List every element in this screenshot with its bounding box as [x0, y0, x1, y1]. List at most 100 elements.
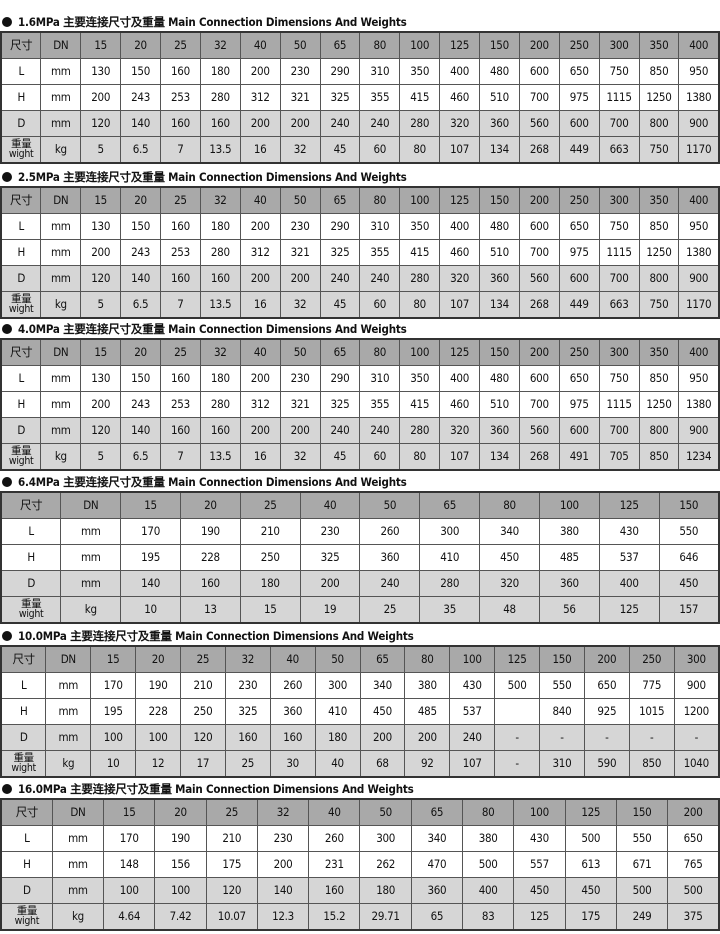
value-cell: 449: [558, 135, 600, 164]
value-cell: 950: [678, 57, 720, 85]
unit-cell: mm: [40, 83, 82, 111]
row-label: 重量: [16, 905, 38, 918]
header-cell: DN: [51, 798, 105, 826]
value-cell: -: [494, 723, 540, 751]
value-cell: 240: [319, 416, 361, 444]
row-label: 重量: [13, 752, 34, 765]
value-cell: 250: [180, 697, 226, 725]
value-cell: 280: [419, 569, 481, 597]
value-cell: 249: [615, 902, 669, 931]
value-cell: 45: [319, 135, 361, 164]
value-cell: 170: [90, 671, 137, 699]
dimensions-table: 尺寸 DN 15 20 25 32 40 50 65 80 100 125 150 200 250 300 35…: [0, 31, 720, 164]
unit-cell: mm: [40, 416, 82, 444]
table-section: 16.0MPa 主要连接尺寸及重量 Main Connection Dimens…: [0, 780, 720, 931]
value-cell: 1170: [678, 135, 720, 164]
value-cell: 280: [199, 83, 241, 111]
header-cell: 32: [224, 645, 271, 673]
value-cell: 32: [279, 442, 321, 471]
value-cell: 253: [160, 83, 201, 111]
row-label-cell: L: [0, 364, 42, 392]
value-cell: 560: [518, 109, 560, 137]
value-cell: 700: [598, 416, 640, 444]
value-cell: 243: [120, 83, 161, 111]
value-cell: 485: [404, 697, 451, 725]
unit-cell: mm: [51, 850, 105, 878]
value-cell: 80: [399, 442, 441, 471]
header-cell: 15: [90, 645, 137, 673]
unit-cell: mm: [45, 697, 92, 725]
value-cell: 650: [558, 364, 600, 392]
header-cell: DN: [40, 338, 82, 366]
value-cell: 240: [359, 109, 401, 137]
section-title-text: 16.0MPa 主要连接尺寸及重量 Main Connection Dimens…: [18, 782, 414, 796]
unit-cell: mm: [40, 364, 82, 392]
value-cell: 17: [180, 749, 226, 778]
dimensions-table: 尺寸 DN 15 20 25 32 40 50 65 80 100 125 150 200 250 300 35…: [0, 186, 720, 319]
value-cell: 312: [239, 390, 281, 418]
value-cell: 6.5: [120, 442, 161, 471]
value-cell: 243: [120, 390, 161, 418]
header-cell: 100: [399, 186, 441, 214]
value-cell: 310: [359, 57, 401, 85]
value-cell: 200: [359, 723, 406, 751]
value-cell: 550: [539, 671, 585, 699]
value-cell: 380: [404, 671, 451, 699]
header-cell: 20: [135, 645, 181, 673]
value-cell: 180: [199, 212, 241, 240]
value-cell: 180: [199, 57, 241, 85]
value-cell: 230: [279, 364, 321, 392]
value-cell: 850: [628, 749, 675, 778]
header-cell: 100: [399, 338, 441, 366]
header-cell: 32: [256, 798, 310, 826]
dimensions-table: 尺寸 DN 15 20 25 32 40 50 65 80 100 125 150 200 250 300 35…: [0, 338, 720, 471]
value-cell: 200: [239, 264, 281, 292]
row-label-en: wight: [18, 608, 44, 621]
header-row: 尺寸 DN 15 20 25 32 40 50 65 80 100 125 150 200 250 300 35…: [0, 186, 720, 214]
value-cell: 120: [80, 416, 122, 444]
value-cell: 400: [439, 212, 480, 240]
value-cell: 30: [269, 749, 316, 778]
value-cell: 25: [224, 749, 271, 778]
value-cell: 613: [564, 850, 617, 878]
value-cell: 460: [439, 238, 480, 266]
value-cell: 400: [462, 876, 515, 904]
value-cell: 663: [598, 290, 640, 319]
value-cell: 400: [439, 364, 480, 392]
header-cell: 40: [269, 645, 316, 673]
value-cell: 450: [564, 876, 617, 904]
value-cell: 320: [439, 416, 480, 444]
value-cell: 10.07: [205, 902, 258, 931]
header-row: 尺寸 DN 15 20 25 32 40 50 65 80 100 125 150 200 250 300 35…: [0, 31, 720, 59]
value-cell: 262: [359, 850, 412, 878]
value-cell: 320: [439, 109, 480, 137]
header-cell: 50: [279, 31, 321, 59]
value-cell: 310: [539, 749, 585, 778]
header-cell: 50: [279, 338, 321, 366]
header-cell: 65: [419, 491, 481, 519]
value-cell: 5: [80, 135, 122, 164]
value-cell: 470: [410, 850, 464, 878]
value-cell: 1250: [638, 238, 680, 266]
value-cell: 200: [279, 264, 321, 292]
value-cell: 325: [224, 697, 271, 725]
row-label-en: wight: [8, 303, 34, 316]
header-cell: 300: [673, 645, 720, 673]
value-cell: 460: [439, 390, 480, 418]
value-cell: 210: [180, 671, 226, 699]
value-cell: 230: [299, 517, 361, 545]
value-cell: 6.5: [120, 135, 161, 164]
unit-cell: mm: [40, 390, 82, 418]
value-cell: 340: [479, 517, 540, 545]
table-section: 6.4MPa 主要连接尺寸及重量 Main Connection Dimensi…: [0, 473, 720, 624]
value-cell: 750: [598, 364, 640, 392]
header-cell: 100: [399, 31, 441, 59]
header-row: 尺寸 DN 15 20 25 32 40 50 65 80 100 125 150 200 250 300: [0, 645, 720, 673]
value-cell: 430: [513, 824, 566, 852]
value-cell: 600: [518, 364, 560, 392]
